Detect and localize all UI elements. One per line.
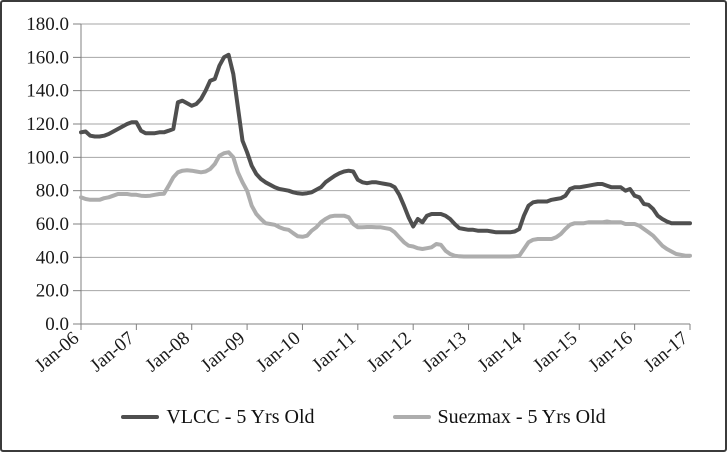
suezmax-legend-label: Suezmax - 5 Yrs Old (437, 405, 606, 428)
x-tick-label: Jan-12 (363, 328, 415, 377)
x-tick-label: Jan-09 (197, 328, 249, 377)
y-tick-label: 80.0 (36, 181, 69, 202)
y-tick-label: 20.0 (36, 281, 69, 302)
y-tick-label: 40.0 (36, 247, 69, 268)
x-tick-label: Jan-07 (86, 328, 138, 377)
y-tick-label: 60.0 (36, 214, 69, 235)
vlcc-line-swatch (121, 415, 160, 419)
legend-item-suezmax: Suezmax - 5 Yrs Old (392, 405, 606, 429)
y-tick-label: 0.0 (45, 314, 69, 335)
x-tick-label: Jan-10 (252, 328, 304, 377)
suezmax-series-line (79, 150, 692, 259)
suezmax-line-swatch (392, 415, 431, 419)
y-tick-label: 100.0 (26, 147, 69, 168)
x-tick-label: Jan-14 (474, 327, 527, 376)
x-tick-label: Jan-16 (585, 328, 637, 377)
legend-item-vlcc: VLCC - 5 Yrs Old (121, 405, 315, 429)
vlcc-legend-label: VLCC - 5 Yrs Old (166, 405, 315, 428)
y-tick-label: 120.0 (26, 114, 69, 135)
y-tick-label: 180.0 (26, 14, 69, 35)
y-tick-label: 160.0 (26, 47, 69, 68)
x-tick-label: Jan-11 (308, 328, 360, 376)
x-tick-label: Jan-15 (529, 328, 581, 377)
chart-legend: VLCC - 5 Yrs Old Suezmax - 5 Yrs Old (2, 400, 725, 434)
x-tick-label: Jan-06 (31, 328, 83, 377)
x-tick-label: Jan-08 (142, 328, 194, 377)
y-tick-label: 140.0 (26, 81, 69, 102)
vlcc-series-line (79, 52, 692, 235)
x-tick-label: Jan-13 (418, 328, 470, 377)
x-tick-label: Jan-17 (640, 328, 692, 377)
